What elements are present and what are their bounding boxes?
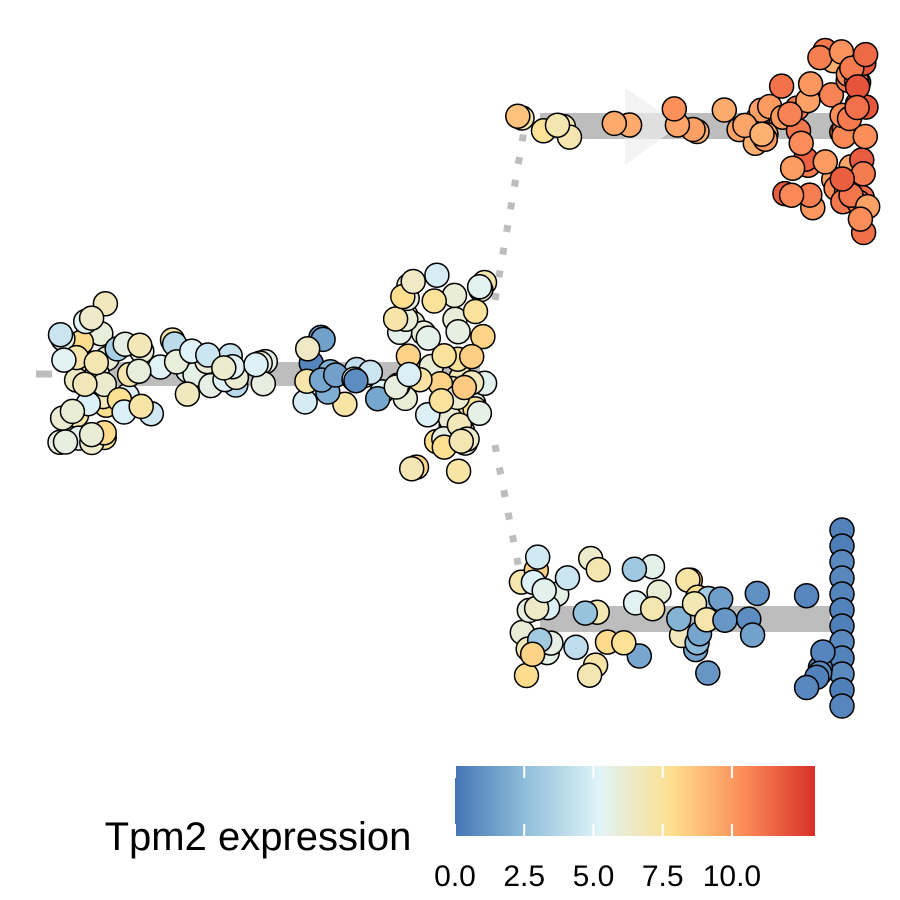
- cell-point-top: [505, 103, 531, 129]
- colorbar-tick-label: 0.0: [434, 860, 476, 893]
- colorbar-tick-label: 10.0: [703, 860, 761, 893]
- colorbar-tick-label: 7.5: [642, 860, 684, 893]
- cell-point-root: [294, 336, 321, 362]
- cell-point-bottom: [611, 630, 637, 656]
- cell-point-root: [72, 371, 98, 397]
- cell-point-root: [52, 429, 79, 455]
- colorbar-tick-label: 2.5: [503, 860, 545, 893]
- cell-point-top: [847, 206, 874, 232]
- cell-point-root: [431, 343, 457, 369]
- cell-point-top: [777, 101, 803, 127]
- cell-point-root: [466, 400, 493, 427]
- cell-point-bottom: [666, 606, 692, 632]
- cell-point-root: [83, 349, 110, 376]
- cell-point-top: [788, 130, 814, 156]
- cell-point-top: [807, 44, 833, 71]
- cell-point-top: [852, 41, 879, 68]
- cell-point-bottom: [695, 660, 721, 686]
- cell-point-root: [51, 347, 77, 373]
- cell-point-root: [382, 306, 409, 332]
- cell-point-top: [768, 73, 795, 99]
- cell-point-bottom: [639, 595, 666, 622]
- cell-point-root: [428, 388, 455, 414]
- cell-point-bottom: [554, 565, 581, 591]
- cell-point-root: [458, 343, 485, 370]
- cell-point-bottom: [712, 607, 738, 633]
- cell-point-top: [749, 121, 775, 147]
- cell-point-root: [343, 367, 369, 394]
- colorbar-tick-label: 5.0: [573, 860, 615, 893]
- cell-point-top: [850, 161, 876, 187]
- cell-point-root: [126, 358, 152, 385]
- cell-point-root: [127, 332, 153, 359]
- cell-point-root: [470, 323, 496, 350]
- cell-point-top: [711, 97, 738, 123]
- cell-point-root: [396, 361, 422, 388]
- connector-top: [491, 124, 529, 301]
- cell-point-bottom: [585, 556, 612, 583]
- cell-point-top: [661, 96, 688, 122]
- colorbar: [455, 766, 815, 836]
- cell-point-bottom: [621, 556, 648, 582]
- cell-point-bottom: [744, 580, 771, 607]
- cell-point-top: [818, 82, 845, 108]
- cell-point-root: [415, 325, 442, 351]
- cell-point-bottom: [563, 634, 589, 660]
- cell-point-root: [128, 393, 154, 420]
- cell-point-top: [844, 94, 870, 121]
- cell-point-bottom: [572, 600, 599, 626]
- cell-point-root: [78, 421, 105, 448]
- cell-point-root: [398, 456, 425, 482]
- direction-arrow: [625, 88, 680, 165]
- connector-bottom: [491, 444, 529, 601]
- cell-point-bottom: [513, 662, 540, 689]
- cell-points: [47, 37, 881, 719]
- cell-point-root: [400, 268, 426, 295]
- cell-point-root: [211, 355, 237, 381]
- cell-point-bottom: [793, 674, 820, 701]
- cell-point-top: [812, 149, 839, 175]
- cell-point-bottom: [576, 662, 603, 688]
- cell-point-top: [601, 110, 628, 137]
- cell-point-bottom: [524, 544, 551, 570]
- cell-point-top: [544, 112, 571, 138]
- cell-point-root: [424, 262, 450, 288]
- cell-point-bottom: [519, 641, 546, 668]
- cell-point-root: [445, 458, 472, 484]
- cell-point-root: [451, 374, 478, 401]
- cell-point-root: [78, 305, 105, 331]
- cell-point-bottom: [739, 622, 766, 648]
- cell-point-bottom: [810, 639, 836, 665]
- cell-point-root: [466, 274, 493, 300]
- cell-point-bottom: [829, 693, 855, 719]
- cell-point-root: [462, 298, 489, 325]
- cell-point-bottom: [793, 582, 820, 609]
- cell-point-top: [778, 182, 805, 208]
- cell-point-root: [243, 351, 269, 378]
- cell-point-root: [448, 428, 475, 454]
- cell-point-root: [174, 381, 201, 407]
- cell-point-root: [364, 385, 391, 412]
- cell-point-root: [332, 391, 358, 418]
- cell-point-root: [47, 321, 74, 348]
- colorbar-legend: Tpm2 expression 0.0 2.5 5.0 7.5 10.0: [105, 766, 815, 893]
- cell-point-bottom: [707, 586, 734, 612]
- cell-point-root: [445, 318, 471, 345]
- colorbar-ticks: 0.0 2.5 5.0 7.5 10.0: [434, 766, 761, 893]
- cell-point-root: [421, 288, 447, 314]
- cell-point-top: [829, 166, 856, 192]
- cell-point-top: [779, 155, 806, 181]
- legend-title: Tpm2 expression: [105, 815, 412, 859]
- cell-point-top: [852, 123, 879, 150]
- cell-point-top: [797, 71, 824, 97]
- cell-point-root: [59, 398, 86, 425]
- cell-point-bottom: [531, 577, 557, 604]
